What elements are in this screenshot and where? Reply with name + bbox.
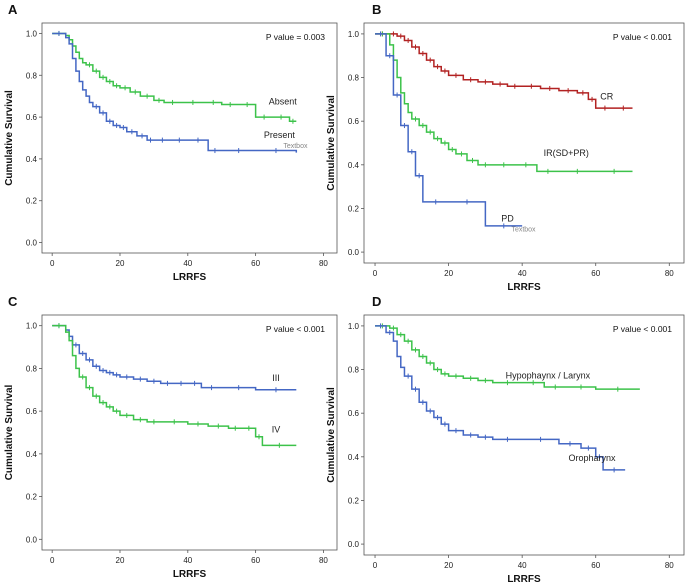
x-tick-label: 40 — [518, 269, 527, 278]
x-axis-label: LRRFS — [507, 574, 541, 584]
y-tick-label: 1.0 — [26, 322, 38, 331]
y-tick-label: 0.0 — [348, 540, 360, 549]
y-tick-label: 0.8 — [348, 74, 360, 83]
x-tick-label: 80 — [665, 269, 674, 278]
x-tick-label: 20 — [116, 259, 125, 268]
x-tick-label: 60 — [251, 556, 260, 565]
y-tick-label: 0.6 — [348, 409, 360, 418]
y-tick-label: 1.0 — [348, 322, 360, 331]
y-tick-label: 0.4 — [348, 161, 360, 170]
p-value: P value = 0.003 — [266, 32, 325, 42]
x-tick-label: 60 — [591, 269, 600, 278]
x-tick-label: 80 — [665, 561, 674, 570]
plot-frame — [41, 314, 338, 551]
y-tick-label: 1.0 — [26, 29, 38, 38]
plot-frame — [363, 314, 685, 556]
x-tick-label: 0 — [50, 259, 55, 268]
series-line-present — [52, 32, 298, 153]
panel-letter: B — [372, 2, 381, 17]
y-tick-label: 0.4 — [26, 450, 38, 459]
x-tick-label: 60 — [251, 259, 260, 268]
x-tick-label: 0 — [50, 556, 55, 565]
x-tick-label: 0 — [373, 269, 378, 278]
plot-frame — [363, 22, 685, 264]
series-line-absent — [52, 32, 297, 123]
p-value: P value < 0.001 — [613, 32, 672, 42]
y-axis-label: Cumulative Survival — [4, 384, 15, 480]
x-tick-label: 40 — [183, 556, 192, 565]
y-tick-label: 0.8 — [26, 71, 38, 80]
y-tick-label: 0.4 — [348, 453, 360, 462]
y-tick-label: 0.0 — [26, 535, 38, 544]
panel-b: B 0 20 40 60 80 0.0 0.2 0.4 0.6 0.8 1.0 LRRFS Cumulat… — [326, 2, 685, 293]
y-tick-label: 0.2 — [26, 197, 38, 206]
curve-label-ir-sd-pr: IR(SD+PR) — [544, 148, 589, 158]
y-tick-label: 0.8 — [348, 366, 360, 375]
x-tick-label: 40 — [518, 561, 527, 570]
x-axis-label: LRRFS — [173, 272, 207, 283]
panel-c: C 0 20 40 60 80 0.0 0.2 0.4 0.6 0.8 1.0 LRRFS Cumulat… — [4, 294, 338, 580]
x-tick-label: 80 — [319, 259, 328, 268]
x-tick-label: 0 — [373, 561, 378, 570]
x-tick-label: 20 — [444, 561, 453, 570]
series-line-cr — [375, 33, 633, 109]
panel-letter: D — [372, 294, 381, 309]
series-line-iv — [52, 324, 297, 447]
y-tick-label: 1.0 — [348, 30, 360, 39]
y-axis-label: Cumulative Survival — [4, 90, 15, 186]
x-tick-label: 40 — [183, 259, 192, 268]
x-tick-label: 60 — [591, 561, 600, 570]
x-tick-label: 20 — [116, 556, 125, 565]
curve-label-iii: III — [272, 373, 280, 383]
p-value: P value < 0.001 — [613, 324, 672, 334]
y-tick-label: 0.0 — [348, 248, 360, 257]
curve-label-pd: PD — [501, 214, 514, 224]
curve-label-hypophaynx-larynx: Hypophaynx / Larynx — [506, 370, 591, 380]
y-tick-label: 0.4 — [26, 155, 38, 164]
y-axis-label: Cumulative Survival — [326, 387, 337, 483]
y-tick-label: 0.2 — [348, 204, 360, 213]
y-axis-label: Cumulative Survival — [326, 95, 337, 191]
y-tick-label: 0.8 — [26, 364, 38, 373]
plot-frame — [41, 22, 338, 254]
curve-label-iv: IV — [272, 425, 281, 435]
curve-label-present: Present — [264, 130, 296, 140]
x-tick-label: 80 — [319, 556, 328, 565]
y-tick-label: 0.6 — [26, 407, 38, 416]
y-tick-label: 0.6 — [348, 117, 360, 126]
series-line-ir-sd-pr — [375, 33, 633, 173]
series-line-oropharynx — [375, 325, 626, 471]
panel-d: D 0 20 40 60 80 0.0 0.2 0.4 0.6 0.8 1.0 LRRFS Cumulat… — [326, 294, 685, 584]
curve-label-cr: CR — [600, 91, 613, 101]
y-tick-label: 0.2 — [26, 493, 38, 502]
p-value: P value < 0.001 — [266, 324, 325, 334]
curve-label-oropharynx: Oropharynx — [569, 453, 617, 463]
series-line-iii — [52, 324, 297, 391]
panel-letter: A — [8, 2, 18, 17]
y-tick-label: 0.6 — [26, 113, 38, 122]
y-tick-label: 0.0 — [26, 239, 38, 248]
series-line-hypophaynx-larynx — [375, 325, 640, 390]
series-line-pd — [375, 33, 523, 227]
curve-label-absent: Absent — [269, 97, 298, 107]
panel-letter: C — [8, 294, 18, 309]
textbox-label: Textbox — [511, 227, 536, 234]
panel-a: A 0 20 40 60 80 0.0 0.2 0.4 0.6 0.8 1.0 LRRFS Cumulat… — [4, 2, 338, 283]
x-tick-label: 20 — [444, 269, 453, 278]
x-axis-label: LRRFS — [173, 569, 207, 580]
y-tick-label: 0.2 — [348, 496, 360, 505]
x-axis-label: LRRFS — [507, 282, 541, 293]
textbox-label: Textbox — [283, 143, 308, 150]
